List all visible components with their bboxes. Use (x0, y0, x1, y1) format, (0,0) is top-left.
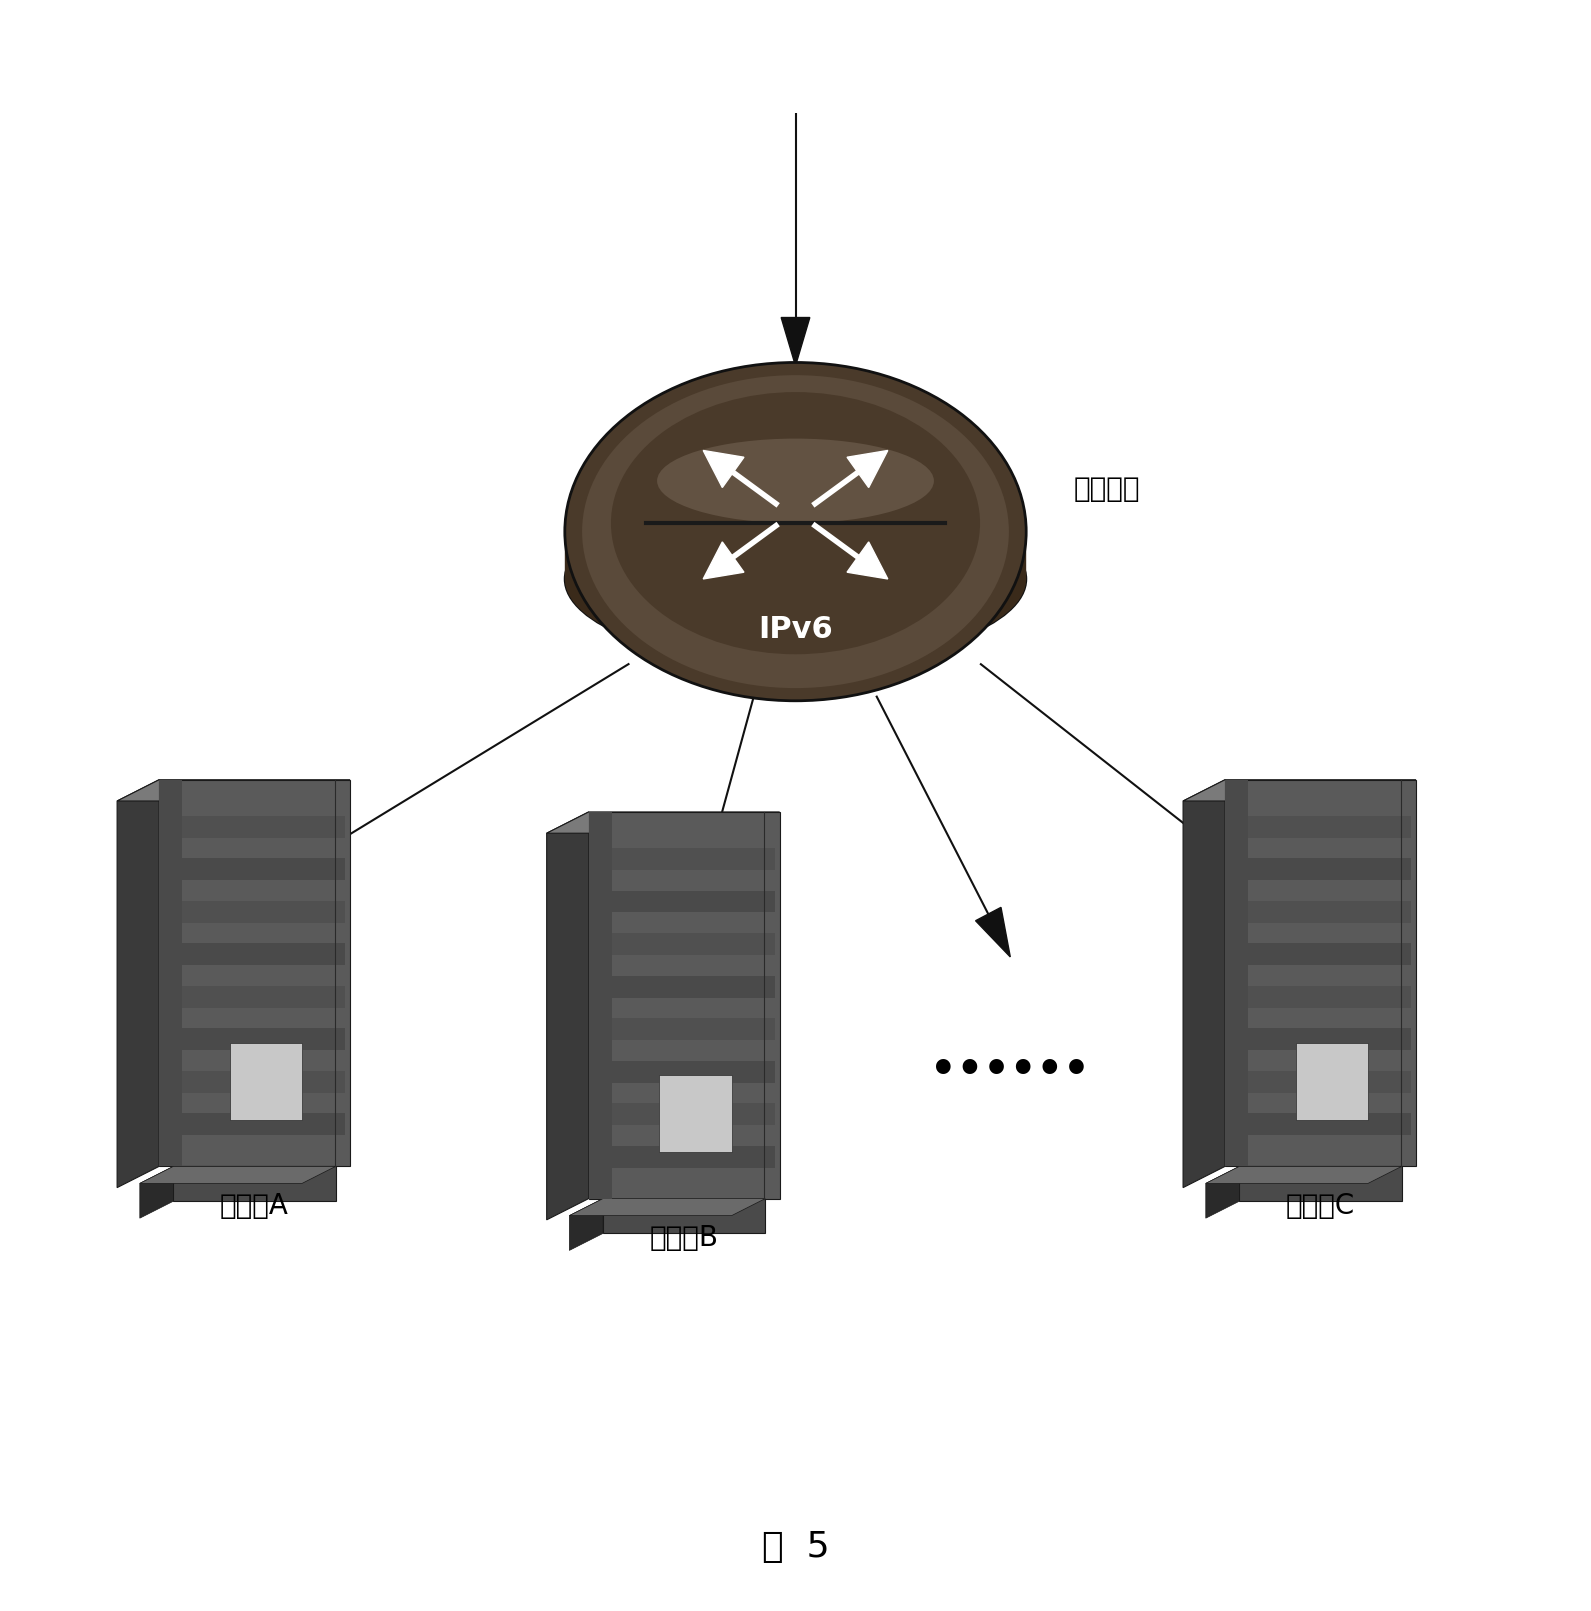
Polygon shape (140, 1166, 336, 1184)
Bar (181, 944, 345, 965)
Polygon shape (547, 812, 780, 833)
Bar (1247, 944, 1411, 965)
Text: IPv6: IPv6 (759, 615, 832, 644)
Bar (229, 1042, 302, 1120)
Polygon shape (1184, 780, 1225, 1187)
Polygon shape (565, 532, 1026, 664)
Bar (159, 780, 350, 1166)
Bar (173, 1166, 336, 1202)
Polygon shape (1184, 780, 1416, 801)
Bar (1295, 1042, 1368, 1120)
Text: ••••••: •••••• (931, 1049, 1090, 1091)
Polygon shape (118, 780, 159, 1187)
Text: 图  5: 图 5 (762, 1529, 829, 1564)
Bar (611, 1018, 775, 1041)
Bar (181, 1113, 345, 1136)
Ellipse shape (657, 438, 934, 524)
Bar (589, 812, 611, 1199)
Bar (181, 1028, 345, 1050)
Polygon shape (1258, 878, 1305, 918)
Polygon shape (1206, 1166, 1402, 1184)
Ellipse shape (565, 362, 1026, 701)
Bar (1225, 780, 1247, 1166)
Text: 转发设备: 转发设备 (1074, 475, 1141, 503)
Polygon shape (239, 865, 286, 902)
Bar (603, 1199, 765, 1234)
Polygon shape (846, 541, 888, 578)
Polygon shape (547, 812, 589, 1220)
Polygon shape (570, 1199, 765, 1216)
Bar (159, 780, 181, 1166)
Bar (1239, 1166, 1402, 1202)
Polygon shape (703, 541, 745, 578)
Bar (1247, 986, 1411, 1008)
Bar (589, 812, 780, 1199)
Bar (1225, 780, 1416, 1166)
Polygon shape (140, 1166, 173, 1218)
Bar (1247, 815, 1411, 838)
Polygon shape (118, 780, 350, 801)
Bar (181, 815, 345, 838)
Bar (611, 847, 775, 870)
Bar (181, 1071, 345, 1092)
Bar (1247, 1071, 1411, 1092)
Bar (1247, 1028, 1411, 1050)
Bar (611, 976, 775, 997)
Bar (611, 1145, 775, 1168)
Ellipse shape (611, 391, 980, 654)
Text: 服务器C: 服务器C (1286, 1192, 1356, 1220)
Bar (181, 859, 345, 880)
Polygon shape (683, 901, 711, 950)
Text: 服务器A: 服务器A (220, 1192, 290, 1220)
Bar (1247, 1113, 1411, 1136)
Ellipse shape (565, 495, 1026, 664)
Polygon shape (846, 451, 888, 488)
Bar (611, 1060, 775, 1083)
Bar (611, 1104, 775, 1124)
Bar (611, 891, 775, 912)
Polygon shape (1206, 1166, 1239, 1218)
Ellipse shape (582, 375, 1009, 688)
Polygon shape (570, 1199, 603, 1250)
Polygon shape (781, 317, 810, 366)
Text: 服务器B: 服务器B (649, 1224, 719, 1252)
Bar (1247, 859, 1411, 880)
Polygon shape (703, 451, 745, 488)
Bar (181, 986, 345, 1008)
Bar (1247, 901, 1411, 923)
Bar (181, 901, 345, 923)
Polygon shape (975, 907, 1010, 957)
Bar (611, 933, 775, 955)
Bar (659, 1075, 732, 1152)
